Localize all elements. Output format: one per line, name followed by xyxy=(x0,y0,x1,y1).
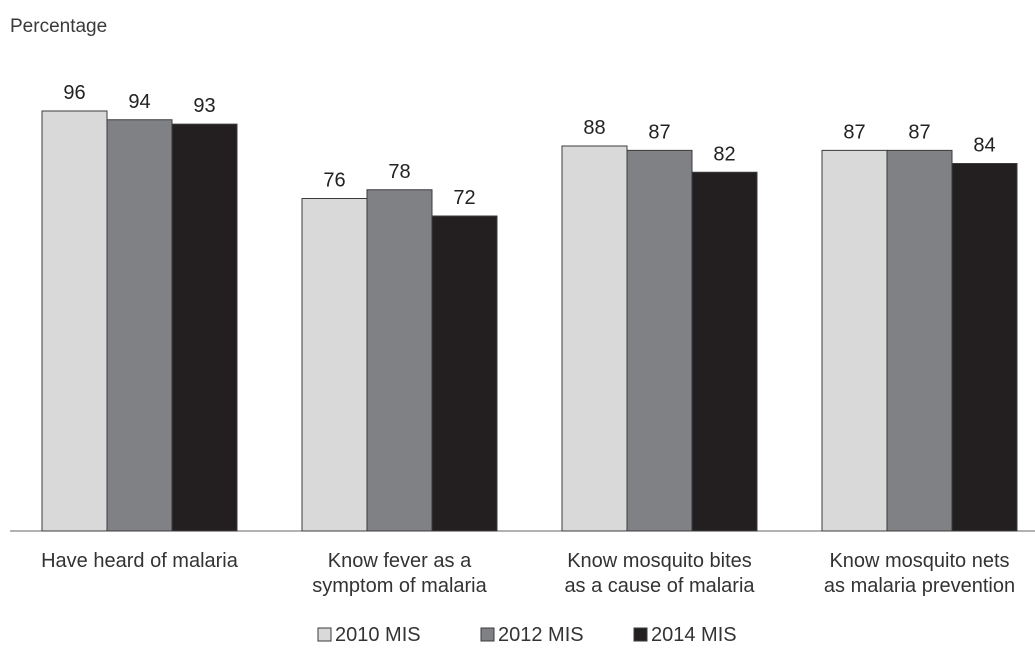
bar-3-4 xyxy=(951,163,1018,532)
legend-label-3: 2014 MIS xyxy=(651,624,737,646)
data-label-3-3: 82 xyxy=(713,143,735,165)
bar-2-2 xyxy=(366,189,433,532)
bar-3-2 xyxy=(431,215,498,532)
bar-1-3 xyxy=(561,145,628,532)
category-label-3-line-1: Know mosquito bites xyxy=(567,550,752,572)
y-axis-label: Percentage xyxy=(10,16,108,37)
category-label-4-line-1: Know mosquito nets xyxy=(829,550,1009,572)
data-label-2-2: 78 xyxy=(388,161,410,183)
category-label-2-line-1: Know fever as a xyxy=(328,550,472,572)
bar-2-4 xyxy=(886,149,953,532)
bar-1-1 xyxy=(41,110,108,532)
category-label-1-line-1: Have heard of malaria xyxy=(41,550,239,572)
legend-swatch-2 xyxy=(480,627,495,642)
bar-1-4 xyxy=(821,149,888,532)
legend-swatch-1 xyxy=(317,627,332,642)
bar-3-1 xyxy=(171,123,238,532)
legend-label-2: 2012 MIS xyxy=(498,624,584,646)
bar-3-3 xyxy=(691,171,758,532)
category-label-2-line-2: symptom of malaria xyxy=(312,575,487,597)
category-label-4-line-2: as malaria prevention xyxy=(824,575,1015,597)
legend-swatch-3 xyxy=(633,627,648,642)
data-label-3-2: 72 xyxy=(453,187,475,209)
bar-2-3 xyxy=(626,149,693,532)
data-label-2-1: 94 xyxy=(128,91,150,113)
bar-1-2 xyxy=(301,198,368,532)
data-label-1-1: 96 xyxy=(63,82,85,104)
data-label-1-2: 76 xyxy=(323,170,345,192)
data-label-3-4: 84 xyxy=(973,135,995,157)
legend-label-1: 2010 MIS xyxy=(335,624,421,646)
data-label-1-3: 88 xyxy=(583,117,605,139)
data-label-3-1: 93 xyxy=(193,95,215,117)
data-label-1-4: 87 xyxy=(843,121,865,143)
data-label-2-4: 87 xyxy=(908,121,930,143)
category-label-3-line-2: as a cause of malaria xyxy=(564,575,755,597)
data-label-2-3: 87 xyxy=(648,121,670,143)
bar-2-1 xyxy=(106,119,173,532)
